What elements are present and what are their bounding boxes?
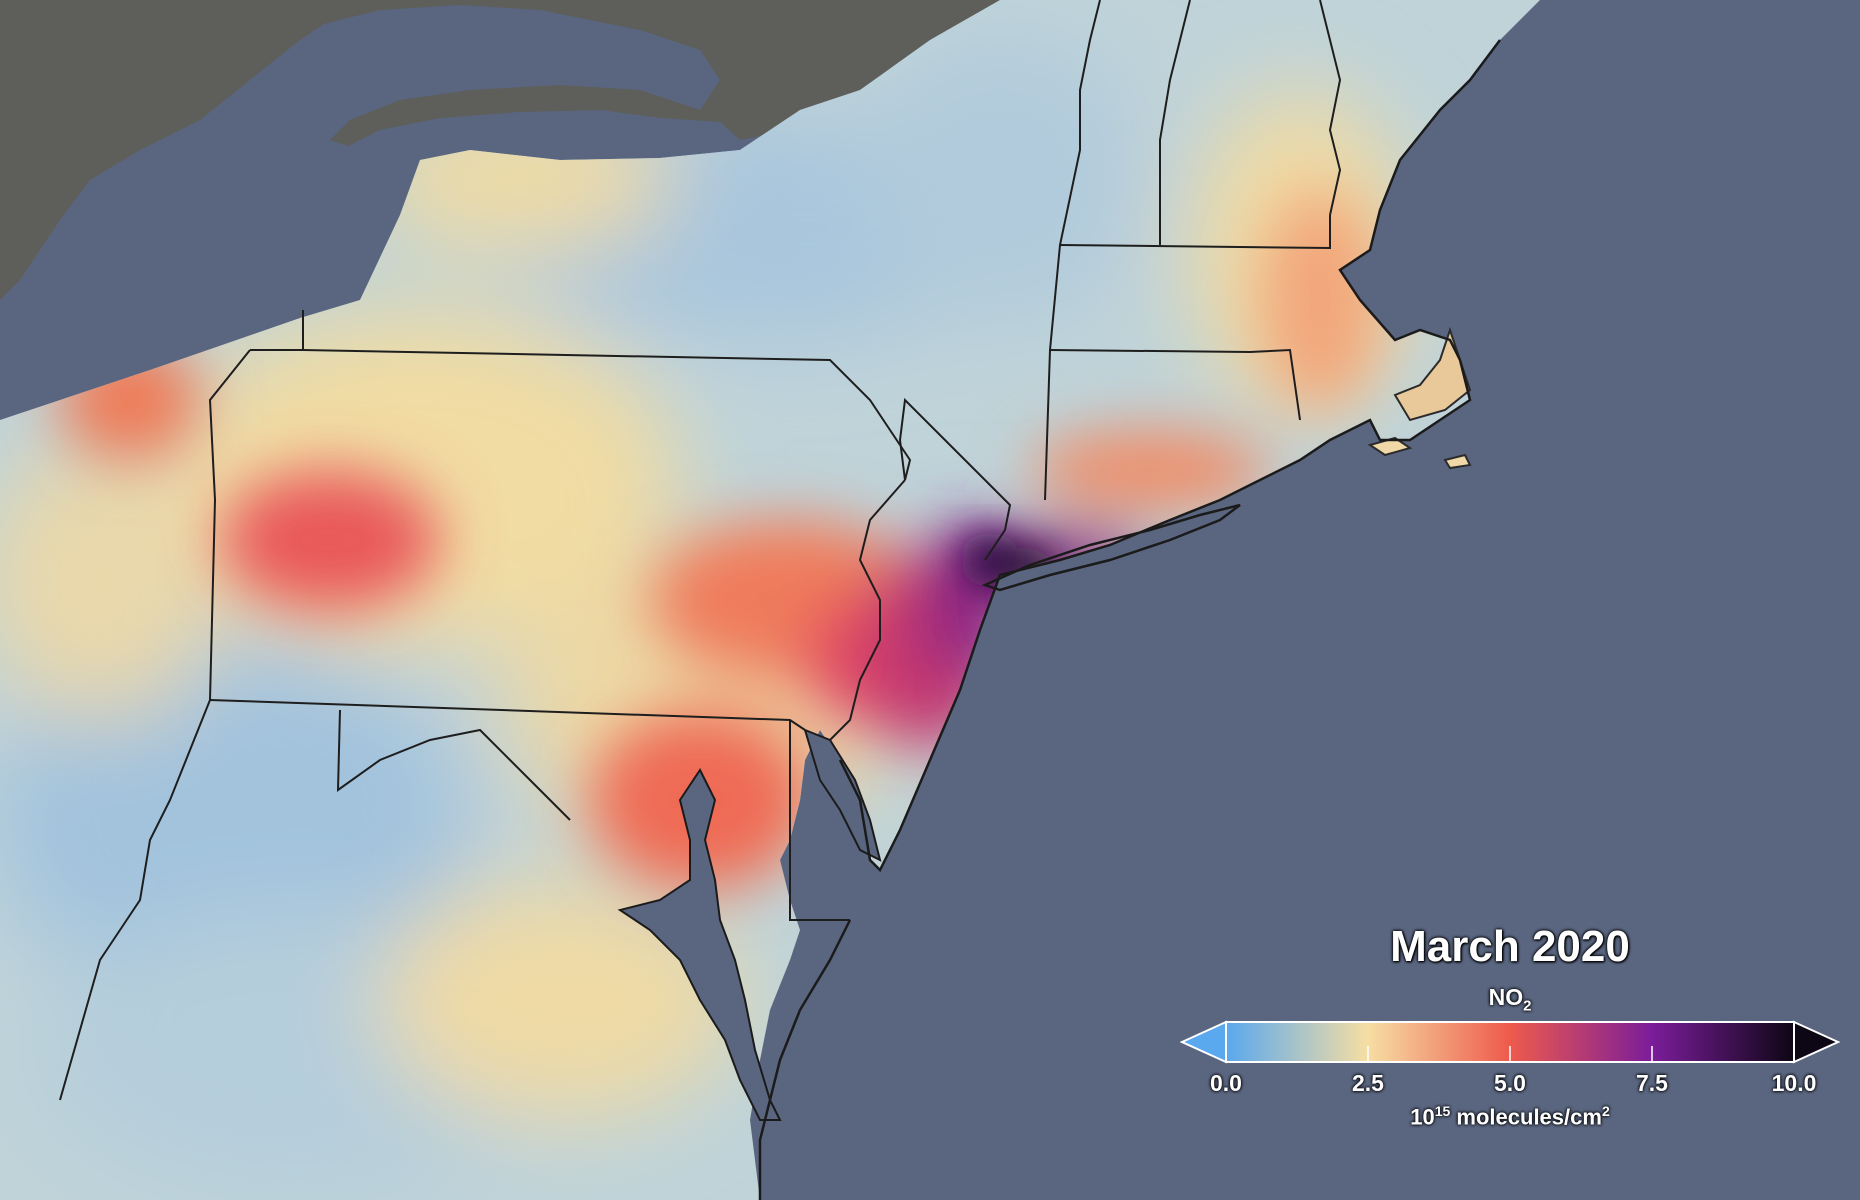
units-text: molecules/cm bbox=[1450, 1104, 1602, 1130]
scale-tick-label: 5.0 bbox=[1494, 1070, 1526, 1096]
scale-tick-label: 10.0 bbox=[1771, 1070, 1817, 1096]
gas-formula-main: NO bbox=[1488, 984, 1524, 1010]
long-island bbox=[981, 503, 1241, 592]
scale-arrow-max bbox=[1793, 1020, 1840, 1064]
coastline-delmarva bbox=[758, 919, 852, 1200]
canada-land-west bbox=[0, 0, 360, 300]
units-exponent-2: 2 bbox=[1601, 1103, 1610, 1119]
color-scale-bar bbox=[1180, 1020, 1840, 1064]
state-borders bbox=[59, 0, 1342, 1101]
scale-arrow-min bbox=[1180, 1020, 1227, 1064]
legend-title: March 2020 bbox=[1390, 922, 1630, 971]
units-exponent: 15 bbox=[1434, 1103, 1451, 1119]
scale-tick-label: 0.0 bbox=[1210, 1070, 1242, 1096]
gas-formula-subscript: 2 bbox=[1523, 997, 1532, 1015]
nantucket bbox=[1443, 453, 1472, 470]
scale-tick-label: 7.5 bbox=[1636, 1070, 1668, 1096]
lake-erie bbox=[0, 200, 400, 380]
units-base: 10 bbox=[1410, 1104, 1435, 1130]
lake-ontario bbox=[340, 110, 740, 170]
scale-tick-label: 2.5 bbox=[1352, 1070, 1384, 1096]
legend-units: 1015 molecules/cm2 bbox=[1320, 1103, 1700, 1130]
coastline bbox=[838, 39, 1501, 873]
chesapeake-bay bbox=[617, 768, 782, 1121]
legend-gas-label: NO2 bbox=[1400, 984, 1620, 1015]
canada-land bbox=[0, 0, 1040, 200]
delaware-bay bbox=[803, 728, 882, 862]
